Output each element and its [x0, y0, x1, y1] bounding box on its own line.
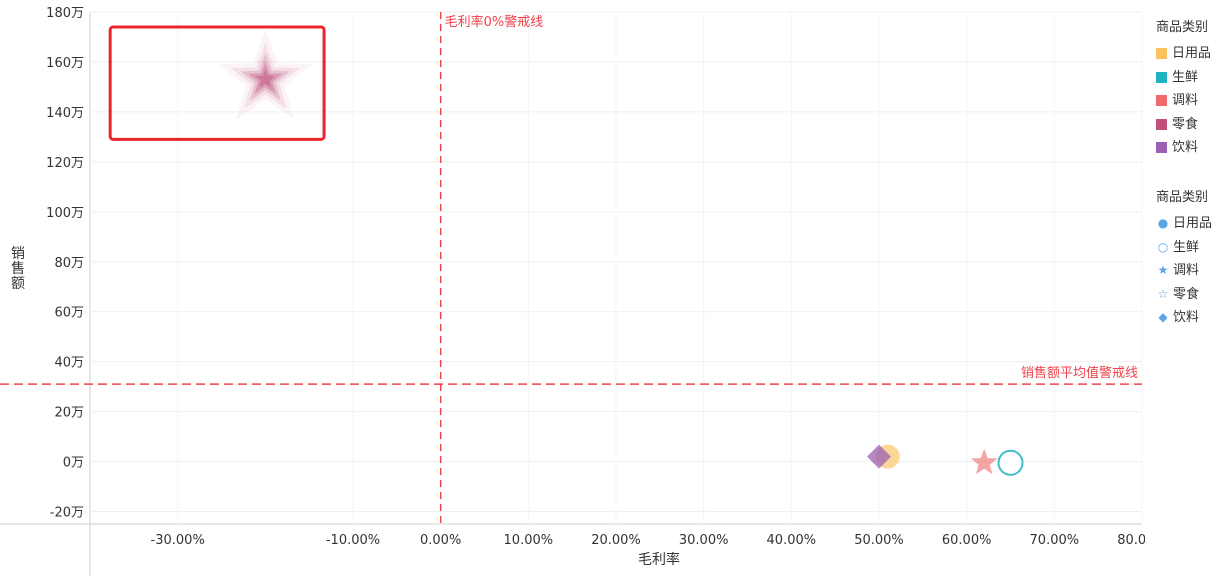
y-tick-label: 40万: [54, 356, 84, 371]
hollow-star-icon: ☆: [1157, 286, 1169, 301]
shape-legend-item[interactable]: ○ 生鲜: [1156, 236, 1212, 260]
avg-sales-warning-label: 销售额平均值警戒线: [1021, 365, 1138, 381]
y-tick-label: 100万: [46, 206, 84, 221]
shape-legend-item[interactable]: ★ 调料: [1156, 259, 1212, 283]
highlight-box: [108, 25, 326, 141]
legend-label: 零食: [1172, 116, 1199, 132]
legend-label: 生鲜: [1173, 239, 1200, 255]
x-tick-label: 40.00%: [767, 533, 817, 548]
y-tick-label: 120万: [46, 156, 84, 171]
x-tick-label: 50.00%: [854, 533, 904, 548]
legend-swatch: [1156, 118, 1167, 130]
shape-legend-item[interactable]: ◆ 饮料: [1156, 306, 1212, 330]
data-point-star-layered-layer: [240, 53, 291, 101]
legend-label: 饮料: [1172, 140, 1199, 155]
x-tick-label: 10.00%: [504, 533, 554, 548]
legend-swatch: [1156, 71, 1167, 83]
legend-label: 日用品: [1173, 216, 1213, 231]
y-tick-label: 20万: [54, 406, 84, 421]
legend-label: 调料: [1172, 93, 1199, 108]
star-icon: ★: [1157, 263, 1169, 277]
y-tick-label: 180万: [46, 6, 84, 21]
shape-legend-item[interactable]: ☆ 零食: [1156, 283, 1212, 307]
data-point-star-layered-layer: [231, 43, 300, 109]
data-point-star-layered-layer: [248, 61, 283, 94]
zero-margin-warning-label: 毛利率0%警戒线: [445, 14, 544, 30]
x-tick-label: 0.00%: [420, 533, 461, 548]
x-tick-label: 20.00%: [591, 533, 641, 548]
diamond-icon: ◆: [1158, 310, 1168, 324]
y-tick-label: 60万: [54, 306, 84, 321]
y-tick-label: 160万: [46, 56, 84, 71]
legend-label: 日用品: [1172, 46, 1212, 61]
legend-swatch: [1156, 95, 1167, 107]
shape-legend: 商品类别 ● 日用品 ○ 生鲜 ★ 调料 ☆ 零食 ◆ 饮料: [1156, 188, 1212, 330]
data-point-star-layered-layer: [217, 29, 313, 120]
x-tick-label: 70.00%: [1030, 533, 1080, 548]
data-point-diamond: [867, 444, 891, 469]
x-axis-title: 毛利率: [638, 551, 680, 568]
y-axis-title-char: 额: [11, 276, 25, 292]
y-tick-label: 0万: [63, 456, 84, 471]
legend-label: 零食: [1173, 286, 1200, 302]
x-tick-label: 30.00%: [679, 533, 729, 548]
color-legend-item[interactable]: 生鲜: [1156, 66, 1211, 90]
legend-label: 饮料: [1173, 310, 1200, 325]
color-legend-item[interactable]: 日用品: [1156, 42, 1211, 66]
data-point-star-layered-layer: [255, 69, 275, 88]
y-tick-label: 80万: [54, 256, 84, 271]
y-axis-title-char: 销: [11, 246, 25, 262]
shape-legend-title: 商品类别: [1156, 190, 1209, 205]
color-legend-item[interactable]: 饮料: [1156, 136, 1211, 160]
legend-swatch: [1156, 48, 1167, 60]
color-legend: 商品类别 日用品生鲜调料零食饮料: [1156, 18, 1211, 160]
data-point-star: [970, 448, 998, 475]
x-tick-label: -10.00%: [326, 533, 380, 548]
color-legend-item[interactable]: 零食: [1156, 113, 1211, 137]
color-legend-title: 商品类别: [1156, 20, 1209, 35]
plot-svg: 180万 160万 140万 120万 100万 80万 60万 40万 20万 0万 -20万 -3…: [0, 6, 1145, 576]
x-tick-label: 60.00%: [942, 533, 992, 548]
y-tick-label: 140万: [46, 106, 84, 121]
y-tick-label: -20万: [50, 506, 84, 521]
legend-swatch: [1156, 142, 1167, 154]
y-axis-title-char: 售: [11, 261, 25, 277]
hollow-circle-icon: ○: [1157, 239, 1169, 254]
circle-icon: ●: [1157, 216, 1169, 230]
x-tick-label: -30.00%: [151, 533, 205, 548]
data-point-circle-hollow: [997, 449, 1024, 476]
color-legend-item[interactable]: 调料: [1156, 89, 1211, 113]
shape-legend-item[interactable]: ● 日用品: [1156, 212, 1212, 236]
legend-label: 生鲜: [1172, 69, 1199, 85]
x-tick-label: 80.00%: [1117, 533, 1145, 548]
legend-label: 调料: [1173, 263, 1200, 278]
